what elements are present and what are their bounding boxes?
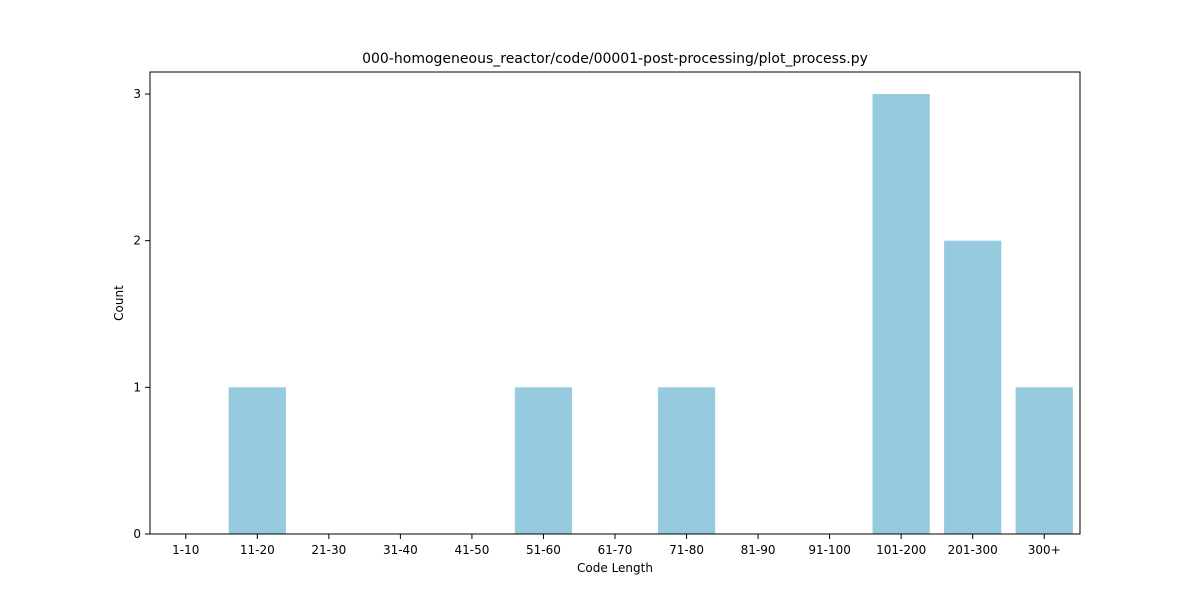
x-tick-label: 31-40 (383, 543, 418, 557)
x-tick-label: 11-20 (240, 543, 275, 557)
bar-101-200 (872, 94, 930, 534)
y-axis: 0 1 2 3 (133, 87, 150, 541)
x-tick-label: 101-200 (876, 543, 926, 557)
x-axis-label: Code Length (577, 561, 653, 575)
x-tick-label: 41-50 (454, 543, 489, 557)
y-axis-label: Count (112, 285, 126, 321)
bar-300+ (1015, 387, 1073, 534)
x-tick-label: 91-100 (808, 543, 851, 557)
bar-51-60 (514, 387, 573, 534)
x-tick-label: 201-300 (948, 543, 998, 557)
x-tick-label: 21-30 (311, 543, 346, 557)
x-tick-label: 1-10 (172, 543, 199, 557)
x-tick-label: 71-80 (669, 543, 704, 557)
bar-71-80 (657, 387, 716, 534)
bars-group (228, 94, 1073, 535)
x-tick-label: 81-90 (741, 543, 776, 557)
y-tick-label: 0 (133, 527, 141, 541)
x-axis: 1-10 11-20 21-30 31-40 41-50 51-60 61-70 71-80 8… (172, 534, 1061, 557)
y-tick-label: 2 (133, 234, 141, 248)
bar-201-300 (944, 240, 1002, 535)
y-tick-label: 3 (133, 87, 141, 101)
x-tick-label: 61-70 (598, 543, 633, 557)
plot-frame (149, 71, 1081, 535)
y-tick-label: 1 (133, 380, 141, 394)
x-tick-label: 51-60 (526, 543, 561, 557)
x-tick-label: 300+ (1028, 543, 1061, 557)
bar-11-20 (228, 387, 286, 534)
chart-title: 000-homogeneous_reactor/code/00001-post-… (362, 51, 868, 67)
